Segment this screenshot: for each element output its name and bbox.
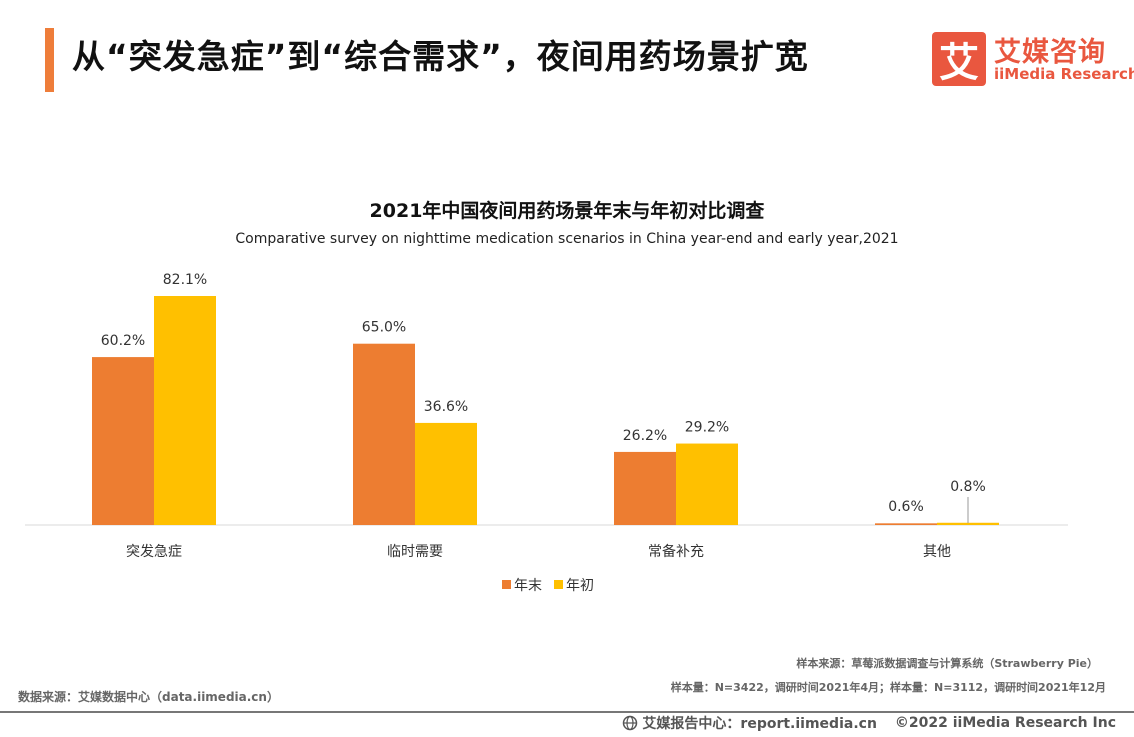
data-label: 26.2% bbox=[623, 428, 667, 444]
legend-swatch bbox=[554, 580, 563, 589]
bar-year-start bbox=[676, 443, 738, 525]
footer: 艾媒报告中心：report.iimedia.cn ©2022 iiMedia R… bbox=[622, 713, 1116, 733]
category-label: 突发急症 bbox=[126, 544, 182, 560]
legend-swatch bbox=[502, 580, 511, 589]
footer-copyright: ©2022 iiMedia Research Inc bbox=[894, 715, 1116, 731]
page-title: 从“突发急症”到“综合需求”，夜间用药场景扩宽 bbox=[72, 37, 809, 76]
data-label: 29.2% bbox=[685, 420, 729, 436]
data-label: 0.6% bbox=[888, 499, 924, 515]
data-label: 36.6% bbox=[424, 399, 468, 415]
brand-logo: 艾 艾媒咨询 iiMedia Research bbox=[932, 30, 1134, 88]
bar-year-end bbox=[614, 451, 676, 525]
data-source-note: 数据来源：艾媒数据中心（data.iimedia.cn） bbox=[18, 690, 279, 704]
bar-year-end bbox=[353, 343, 415, 525]
category-label: 临时需要 bbox=[387, 544, 443, 560]
sample-source-note: 样本来源：草莓派数据调查与计算系统（Strawberry Pie） bbox=[796, 657, 1098, 670]
bar-year-start bbox=[415, 422, 477, 525]
sample-size-note: 样本量：N=3422，调研时间2021年4月；样本量：N=3112，调研时间20… bbox=[670, 681, 1106, 694]
footer-report-center[interactable]: 艾媒报告中心：report.iimedia.cn bbox=[642, 716, 877, 732]
globe-icon bbox=[623, 715, 638, 731]
logo-mark: 艾 bbox=[932, 32, 986, 86]
legend-label: 年末 bbox=[514, 578, 542, 594]
bar-year-end bbox=[875, 523, 937, 525]
bar-year-start bbox=[154, 296, 216, 525]
data-label: 65.0% bbox=[362, 320, 406, 336]
data-label: 82.1% bbox=[163, 272, 207, 288]
chart-title: 2021年中国夜间用药场景年末与年初对比调查 bbox=[369, 200, 765, 222]
category-label: 常备补充 bbox=[648, 543, 704, 560]
logo-text-cn: 艾媒咨询 bbox=[994, 37, 1106, 68]
legend-label: 年初 bbox=[566, 577, 594, 594]
footer-divider bbox=[0, 711, 1134, 713]
data-label: 0.8% bbox=[950, 479, 986, 495]
bar-year-start bbox=[937, 522, 999, 525]
data-label: 60.2% bbox=[101, 333, 145, 349]
logo-text-en: iiMedia Research bbox=[994, 65, 1134, 83]
category-label: 其他 bbox=[923, 544, 951, 560]
chart-subtitle: Comparative survey on nighttime medicati… bbox=[235, 231, 899, 247]
bar-year-end bbox=[92, 357, 154, 525]
title-accent-bar bbox=[45, 28, 54, 92]
